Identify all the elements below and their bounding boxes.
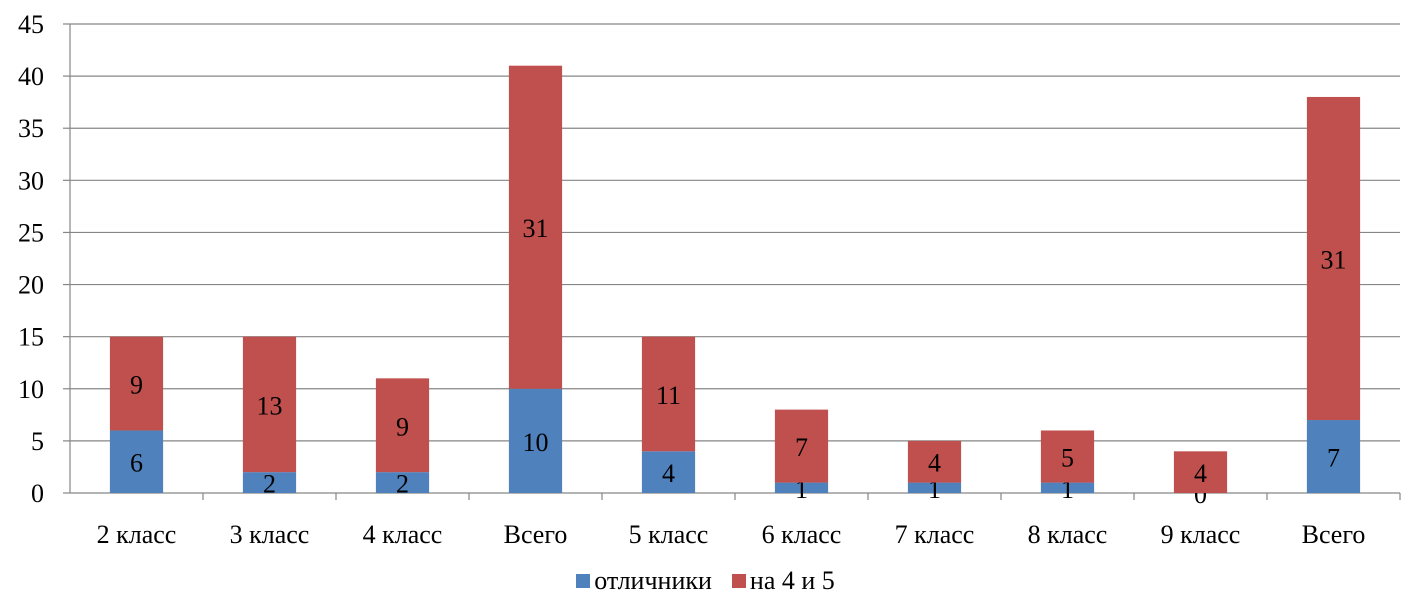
- bar-series-1-cat-10: [1306, 420, 1361, 493]
- bar-series-1-cat-7: [907, 482, 962, 493]
- data-label-series-2-cat-8: 5: [1061, 444, 1074, 473]
- bar-series-2-cat-4: [508, 65, 563, 389]
- legend-item-series-1: отличники: [576, 566, 712, 596]
- bar-series-1-cat-3: [375, 472, 430, 493]
- x-tick-label-2: 3 класс: [230, 520, 310, 549]
- y-tick-label-8: 40: [18, 62, 44, 91]
- y-tick-label-3: 15: [18, 323, 44, 352]
- y-tick-label-7: 35: [18, 114, 44, 143]
- bar-series-2-cat-6: [774, 409, 829, 483]
- data-label-series-2-cat-3: 9: [396, 412, 409, 441]
- legend-item-series-2: на 4 и 5: [731, 566, 835, 596]
- bar-series-1-cat-1: [109, 430, 164, 493]
- bar-series-2-cat-10: [1306, 96, 1361, 421]
- bar-series-1-cat-4: [508, 388, 563, 493]
- bar-series-2-cat-3: [375, 378, 430, 473]
- data-label-series-1-cat-4: 10: [523, 428, 549, 457]
- bar-series-1-cat-2: [242, 472, 297, 493]
- x-tick-label-7: 7 класс: [895, 520, 975, 549]
- data-label-series-1-cat-2: 2: [263, 470, 276, 499]
- legend-label-series-2: на 4 и 5: [749, 566, 835, 595]
- data-label-series-2-cat-1: 9: [130, 371, 143, 400]
- data-label-series-2-cat-7: 4: [928, 449, 941, 478]
- x-tick-label-3: 4 класс: [363, 520, 443, 549]
- data-label-series-1-cat-1: 6: [130, 449, 143, 478]
- data-label-series-1-cat-5: 4: [662, 459, 675, 488]
- data-label-series-2-cat-10: 31: [1321, 246, 1347, 275]
- x-tick-label-1: 2 класс: [97, 520, 177, 549]
- bar-series-2-cat-8: [1040, 430, 1095, 483]
- x-tick-label-4: Всего: [504, 520, 568, 549]
- y-tick-label-0: 0: [31, 479, 44, 508]
- data-label-series-2-cat-2: 13: [257, 391, 283, 420]
- bar-series-2-cat-2: [242, 336, 297, 473]
- bar-series-2-cat-1: [109, 336, 164, 431]
- bar-series-2-cat-5: [641, 336, 696, 452]
- data-label-series-2-cat-4: 31: [523, 214, 549, 243]
- legend-swatch-series-1: [576, 574, 591, 588]
- bar-series-2-cat-9: [1173, 451, 1228, 493]
- x-tick-label-8: 8 класс: [1028, 520, 1108, 549]
- y-tick-label-4: 20: [18, 271, 44, 300]
- data-label-series-1-cat-3: 2: [396, 470, 409, 499]
- legend: отличники на 4 и 5: [0, 566, 1411, 596]
- data-label-series-1-cat-10: 7: [1327, 444, 1340, 473]
- x-tick-label-5: 5 класс: [629, 520, 709, 549]
- bar-series-1-cat-6: [774, 482, 829, 493]
- y-tick-label-5: 25: [18, 218, 44, 247]
- data-label-series-2-cat-5: 11: [656, 381, 681, 410]
- legend-label-series-1: отличники: [594, 566, 712, 595]
- bar-series-1-cat-8: [1040, 482, 1095, 493]
- y-tick-label-2: 10: [18, 375, 44, 404]
- y-tick-label-6: 30: [18, 166, 44, 195]
- bar-series-1-cat-5: [641, 451, 696, 493]
- y-tick-label-9: 45: [18, 10, 44, 39]
- x-tick-label-9: 9 класс: [1161, 520, 1241, 549]
- data-label-series-2-cat-6: 7: [795, 433, 808, 462]
- y-tick-label-1: 5: [31, 427, 44, 456]
- data-label-series-2-cat-9: 4: [1194, 459, 1207, 488]
- bar-series-2-cat-7: [907, 440, 962, 483]
- x-tick-label-6: 6 класс: [762, 520, 842, 549]
- legend-swatch-series-2: [731, 574, 746, 588]
- x-tick-label-10: Всего: [1302, 520, 1366, 549]
